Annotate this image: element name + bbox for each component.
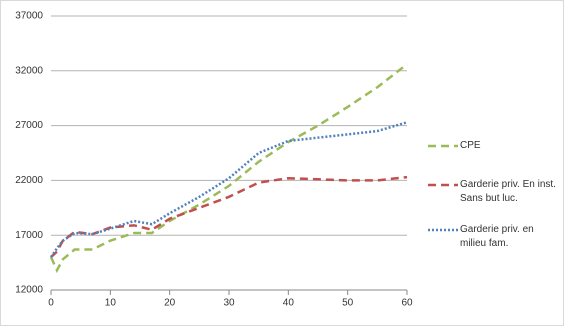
- x-tick-label: 60: [401, 298, 413, 309]
- series-line: [49, 121, 408, 258]
- series-line: [50, 175, 408, 259]
- y-tick-label: 27000: [15, 120, 43, 131]
- x-tick-label: 50: [342, 298, 354, 309]
- legend-label: CPE: [460, 140, 481, 151]
- y-tick-label: 22000: [15, 175, 43, 186]
- y-tick-label: 12000: [15, 285, 43, 296]
- y-tick-label: 37000: [15, 11, 43, 22]
- y-tick-label: 32000: [15, 65, 43, 76]
- series-line: [49, 63, 408, 274]
- legend-label: Garderie priv. En inst. Sans but luc.: [460, 179, 556, 204]
- y-tick-label: 17000: [15, 230, 43, 241]
- x-tick-label: 20: [164, 298, 176, 309]
- x-tick-label: 10: [105, 298, 117, 309]
- x-tick-label: 0: [48, 298, 54, 309]
- legend-label: Garderie priv. en milieu fam.: [460, 224, 534, 249]
- x-tick-label: 40: [283, 298, 295, 309]
- x-tick-label: 30: [223, 298, 235, 309]
